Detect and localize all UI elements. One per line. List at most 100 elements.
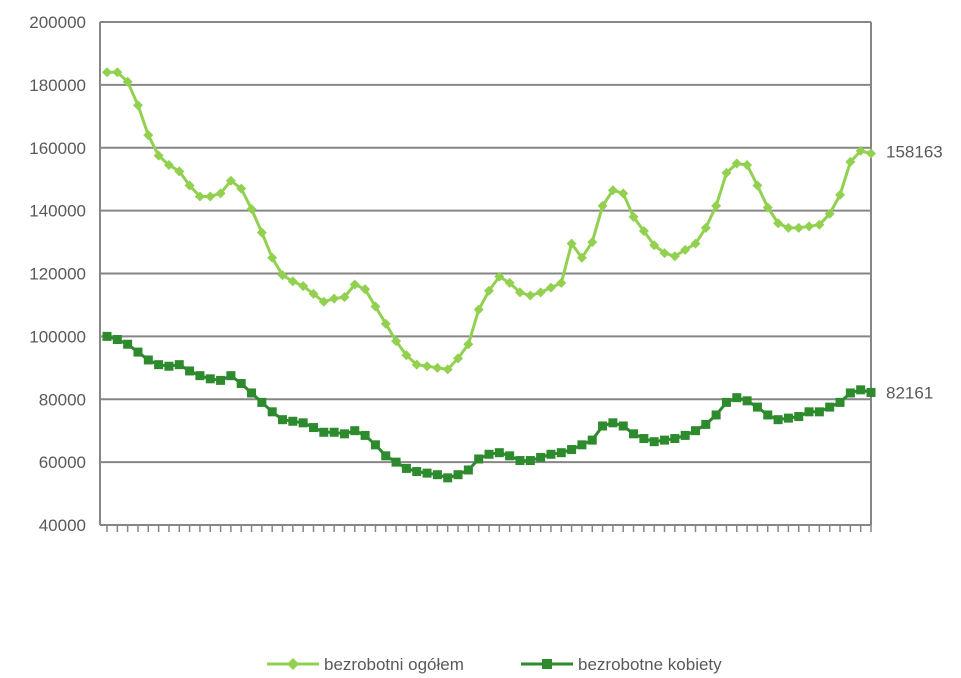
data-point	[494, 448, 504, 458]
data-point	[226, 371, 236, 381]
data-point	[618, 421, 628, 431]
data-point	[195, 371, 205, 381]
y-tick-label: 80000	[39, 390, 86, 409]
data-point	[804, 407, 814, 417]
legend-marker-bezrobotne-kobiety	[542, 659, 552, 669]
data-point	[185, 366, 195, 376]
data-point	[556, 277, 567, 288]
series-bezrobotne-kobiety	[102, 331, 876, 483]
data-point	[649, 437, 659, 447]
data-point	[505, 451, 515, 461]
data-point	[845, 156, 856, 167]
data-point	[164, 361, 174, 371]
data-point	[318, 296, 329, 307]
data-point	[607, 185, 618, 196]
data-point	[680, 244, 691, 255]
data-point	[804, 221, 815, 232]
y-tick-label: 100000	[29, 327, 86, 346]
data-point	[308, 423, 318, 433]
series-bezrobotni-ogolem	[102, 67, 876, 375]
data-point	[473, 304, 484, 315]
data-point	[866, 387, 876, 397]
data-point	[247, 388, 257, 398]
y-tick-label: 180000	[29, 76, 86, 95]
data-point	[370, 440, 380, 450]
data-point	[639, 434, 649, 444]
legend: bezrobotni ogółem bezrobotne kobiety	[267, 655, 722, 674]
data-point	[256, 227, 267, 238]
data-point	[308, 288, 319, 299]
data-point	[855, 145, 866, 156]
data-point	[360, 284, 371, 295]
data-point	[163, 160, 174, 171]
legend-item-bezrobotni-ogolem: bezrobotni ogółem	[267, 655, 464, 674]
data-point	[153, 150, 164, 161]
data-point	[319, 427, 329, 437]
gridlines	[99, 21, 872, 526]
data-point	[391, 336, 402, 347]
y-tick-label: 60000	[39, 453, 86, 472]
data-point	[711, 410, 721, 420]
y-tick-label: 120000	[29, 265, 86, 284]
data-point	[628, 211, 639, 222]
data-point	[525, 290, 536, 301]
data-point	[216, 375, 226, 385]
data-point	[205, 191, 216, 202]
data-point	[277, 270, 288, 281]
data-point	[143, 355, 153, 365]
data-point	[401, 463, 411, 473]
data-point	[112, 67, 123, 78]
data-point	[339, 429, 349, 439]
data-point	[278, 415, 288, 425]
data-point	[587, 237, 598, 248]
data-point	[814, 219, 825, 230]
data-point	[432, 470, 442, 480]
data-point	[587, 435, 597, 445]
data-point	[711, 200, 722, 211]
legend-label-bezrobotni-ogolem: bezrobotni ogółem	[324, 655, 464, 674]
data-point	[443, 473, 453, 483]
data-point	[608, 418, 618, 428]
data-point	[535, 287, 546, 298]
data-point	[525, 456, 535, 466]
data-point	[545, 282, 556, 293]
data-point	[825, 402, 835, 412]
data-point	[205, 374, 215, 384]
data-point	[370, 301, 381, 312]
data-point	[453, 353, 464, 364]
data-point	[504, 277, 515, 288]
data-point	[814, 407, 824, 417]
data-point	[597, 200, 608, 211]
data-point	[380, 318, 391, 329]
data-point	[350, 426, 360, 436]
end-labels: 158163 82161	[886, 143, 943, 403]
data-point	[752, 180, 763, 191]
data-point	[484, 285, 494, 296]
data-point	[442, 364, 453, 375]
data-point	[267, 407, 277, 417]
y-tick-label: 160000	[29, 139, 86, 158]
data-point	[194, 191, 205, 202]
data-point	[690, 426, 700, 436]
data-point	[329, 427, 339, 437]
data-point	[236, 183, 247, 194]
data-point	[866, 148, 876, 159]
data-point	[567, 445, 577, 455]
data-point	[154, 360, 164, 370]
y-axis-tick-labels: 200000 180000 160000 140000 120000 100000 8000…	[29, 13, 86, 535]
data-point	[174, 166, 185, 177]
data-point	[659, 248, 670, 259]
data-point	[556, 448, 566, 458]
data-point	[287, 276, 298, 287]
data-point	[381, 451, 391, 461]
data-point	[298, 418, 308, 428]
data-point	[215, 188, 226, 199]
data-point	[618, 188, 629, 199]
data-point	[360, 430, 370, 440]
data-point	[143, 130, 154, 141]
data-point	[649, 240, 660, 251]
y-tick-label: 140000	[29, 202, 86, 221]
data-point	[494, 271, 505, 282]
data-point	[773, 415, 783, 425]
data-point	[514, 287, 525, 298]
